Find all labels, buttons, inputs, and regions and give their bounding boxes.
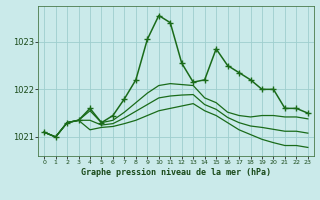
X-axis label: Graphe pression niveau de la mer (hPa): Graphe pression niveau de la mer (hPa) xyxy=(81,168,271,177)
